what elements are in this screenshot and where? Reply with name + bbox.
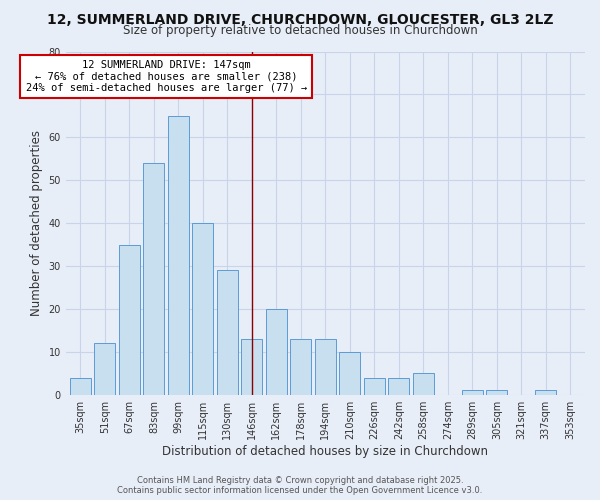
Bar	[217, 270, 238, 394]
Text: Contains HM Land Registry data © Crown copyright and database right 2025.
Contai: Contains HM Land Registry data © Crown c…	[118, 476, 482, 495]
Text: Size of property relative to detached houses in Churchdown: Size of property relative to detached ho…	[122, 24, 478, 37]
Bar	[290, 339, 311, 394]
Bar	[193, 223, 213, 394]
Bar	[388, 378, 409, 394]
Bar	[340, 352, 360, 395]
Y-axis label: Number of detached properties: Number of detached properties	[30, 130, 43, 316]
Text: 12, SUMMERLAND DRIVE, CHURCHDOWN, GLOUCESTER, GL3 2LZ: 12, SUMMERLAND DRIVE, CHURCHDOWN, GLOUCE…	[47, 12, 553, 26]
Bar	[94, 343, 115, 394]
Bar	[168, 116, 189, 394]
Bar	[462, 390, 483, 394]
Bar	[70, 378, 91, 394]
Bar	[266, 309, 287, 394]
Bar	[535, 390, 556, 394]
X-axis label: Distribution of detached houses by size in Churchdown: Distribution of detached houses by size …	[163, 444, 488, 458]
Bar	[487, 390, 507, 394]
Text: 12 SUMMERLAND DRIVE: 147sqm
← 76% of detached houses are smaller (238)
24% of se: 12 SUMMERLAND DRIVE: 147sqm ← 76% of det…	[26, 60, 307, 94]
Bar	[413, 374, 434, 394]
Bar	[143, 163, 164, 394]
Bar	[241, 339, 262, 394]
Bar	[315, 339, 336, 394]
Bar	[119, 244, 140, 394]
Bar	[364, 378, 385, 394]
